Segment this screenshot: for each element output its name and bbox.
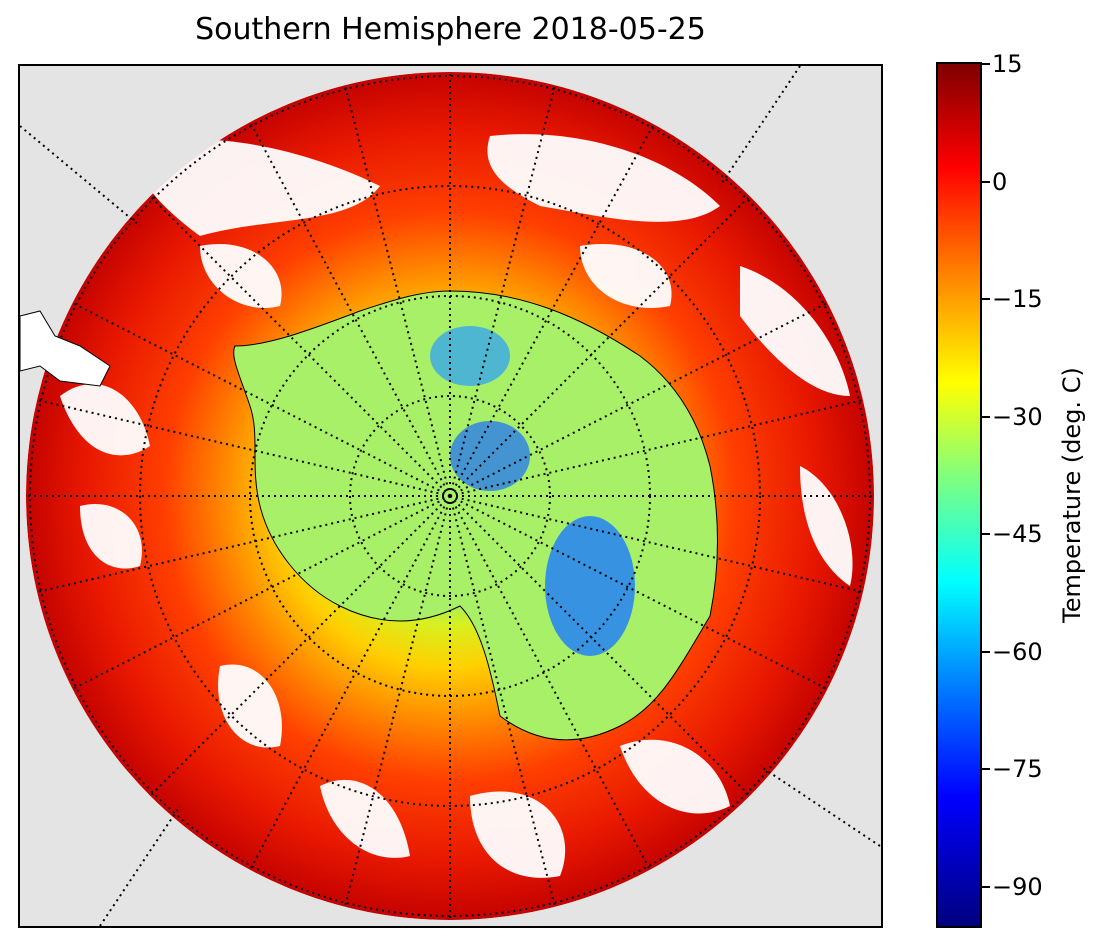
map-title: Southern Hemisphere 2018-05-25 xyxy=(195,12,706,47)
polar-map xyxy=(18,64,883,928)
colorbar-tick-label: 0 xyxy=(992,167,1008,196)
colorbar-tick xyxy=(982,650,990,653)
colorbar-tick xyxy=(982,533,990,536)
cold-region-plateau xyxy=(450,421,530,491)
colorbar-label: Temperature (deg. C) xyxy=(1058,367,1086,623)
colorbar-tick-label: −45 xyxy=(992,520,1043,549)
colorbar-tick-label: 15 xyxy=(992,50,1023,78)
south-america-coast xyxy=(20,310,111,387)
colorbar xyxy=(936,62,982,928)
colorbar-tick-label: −90 xyxy=(992,872,1043,901)
colorbar-tick xyxy=(982,298,990,301)
colorbar-tick xyxy=(982,885,990,888)
polar-map-canvas xyxy=(20,66,881,926)
cold-region-east xyxy=(545,516,635,656)
graticule-outside xyxy=(20,66,881,926)
cold-region-north xyxy=(430,326,510,386)
colorbar-tick-label: −30 xyxy=(992,402,1043,431)
colorbar-tick xyxy=(982,415,990,418)
colorbar-tick xyxy=(982,768,990,771)
cloud-gaps xyxy=(60,134,853,878)
graticule-meridians xyxy=(26,72,874,920)
colorbar-tick-label: −60 xyxy=(992,637,1043,666)
colorbar-tick xyxy=(982,180,990,183)
colorbar-tick-label: −75 xyxy=(992,755,1043,784)
colorbar-tick-label: −15 xyxy=(992,285,1043,314)
colorbar-tick xyxy=(982,63,990,65)
